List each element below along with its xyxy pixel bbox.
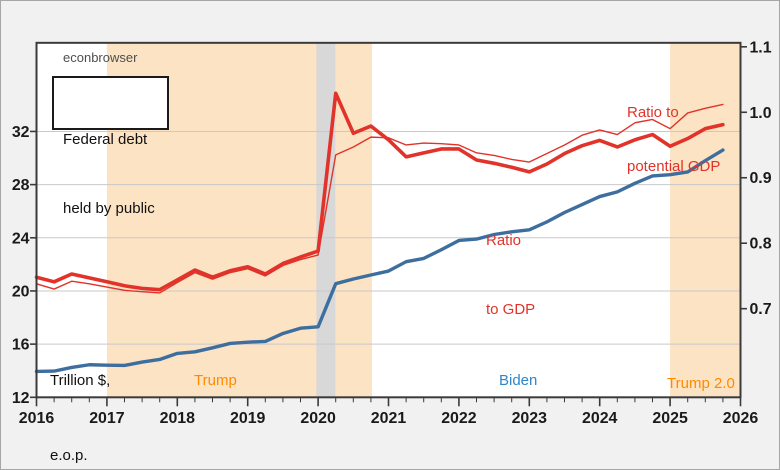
x-tick-label: 2023 xyxy=(512,410,548,427)
left-tick-label: 24 xyxy=(12,230,30,247)
x-tick-label: 2019 xyxy=(230,410,266,427)
x-tick-label: 2017 xyxy=(89,410,125,427)
left-tick-label: 12 xyxy=(12,390,30,407)
left-tick-label: 20 xyxy=(12,283,30,300)
x-tick-label: 2020 xyxy=(300,410,336,427)
left-tick-label: 28 xyxy=(12,177,30,194)
x-tick-label: 2021 xyxy=(371,410,407,427)
band-trump-2-0 xyxy=(670,42,741,398)
x-tick-label: 2016 xyxy=(19,410,55,427)
right-tick-label: 0.8 xyxy=(749,236,771,253)
x-tick-label: 2024 xyxy=(582,410,618,427)
x-tick-label: 2025 xyxy=(652,410,688,427)
right-tick-label: 1.0 xyxy=(749,105,771,122)
x-tick-label: 2022 xyxy=(441,410,477,427)
right-tick-label: 0.7 xyxy=(749,301,771,318)
series-line-ratio-gdp xyxy=(34,91,725,292)
x-tick-label: 2026 xyxy=(723,410,759,427)
x-tick-label: 2018 xyxy=(160,410,196,427)
series-line-ratio-potential-gdp xyxy=(35,103,724,294)
left-tick-label: 32 xyxy=(12,124,30,141)
right-tick-label: 1.1 xyxy=(749,39,771,56)
left-tick-label: 16 xyxy=(12,337,30,354)
right-tick-label: 0.9 xyxy=(749,170,771,187)
series-line-debt xyxy=(34,148,725,374)
